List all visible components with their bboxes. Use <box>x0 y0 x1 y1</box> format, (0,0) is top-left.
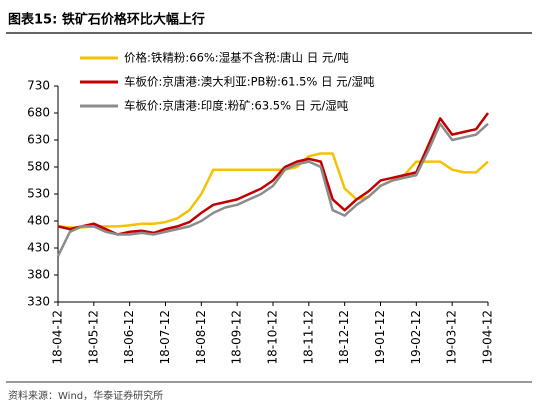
y-tick-label: 480 <box>27 214 50 228</box>
y-tick-label: 630 <box>27 133 50 147</box>
legend-label: 车板价:京唐港:印度:粉矿:63.5% 日 元/湿吨 <box>124 99 349 113</box>
source-note: 资料来源：Wind，华泰证券研究所 <box>8 389 163 402</box>
y-tick-label: 680 <box>27 106 50 120</box>
x-tick-label: 18-09-12 <box>230 310 244 364</box>
x-tick-label: 18-10-12 <box>266 310 280 364</box>
x-tick-label: 19-03-12 <box>445 310 459 364</box>
series-line <box>56 122 489 257</box>
y-tick-label: 530 <box>27 187 50 201</box>
y-tick-label: 430 <box>27 241 50 255</box>
x-tick-label: 18-08-12 <box>194 310 208 364</box>
x-tick-label: 19-01-12 <box>373 310 387 364</box>
x-tick-label: 18-11-12 <box>301 310 315 364</box>
series-line <box>57 152 489 229</box>
legend-label: 车板价:京唐港:澳大利亚:PB粉:61.5% 日 元/湿吨 <box>124 75 375 89</box>
legend-label: 价格:铁精粉:66%:湿基不含税:唐山 日 元/吨 <box>124 51 349 65</box>
x-tick-label: 18-04-12 <box>51 310 65 364</box>
x-tick-label: 19-02-12 <box>409 310 423 364</box>
x-tick-label: 18-07-12 <box>158 310 172 364</box>
x-tick-label: 18-05-12 <box>86 310 100 364</box>
y-tick-label: 730 <box>27 79 50 93</box>
x-tick-label: 19-04-12 <box>481 310 495 364</box>
x-tick-label: 18-06-12 <box>122 310 136 364</box>
y-tick-label: 330 <box>27 295 50 309</box>
chart-title: 图表15: 铁矿石价格环比大幅上行 <box>8 12 205 28</box>
x-tick-label: 18-12-12 <box>337 310 351 364</box>
y-tick-label: 380 <box>27 268 50 282</box>
y-tick-label: 580 <box>27 160 50 174</box>
series-line <box>57 112 490 236</box>
